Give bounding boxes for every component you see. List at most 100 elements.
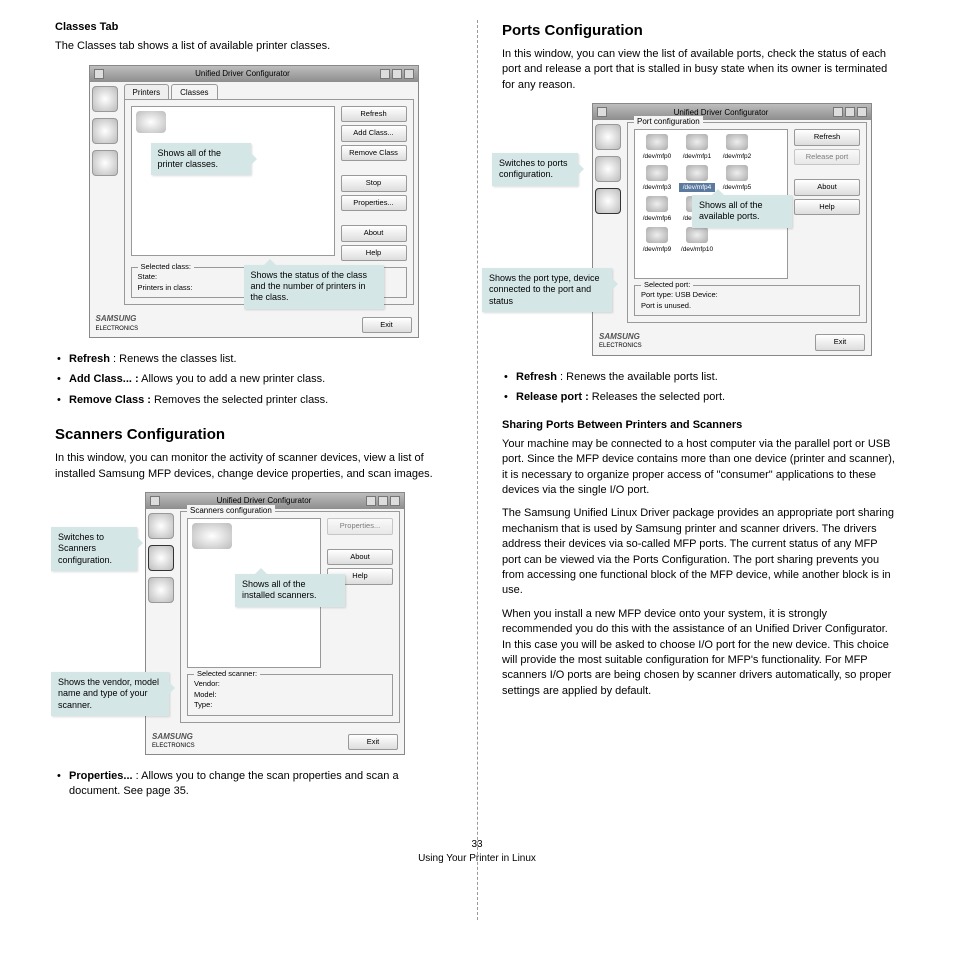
minimize-icon[interactable] — [366, 496, 376, 506]
port-icon — [686, 134, 708, 150]
stop-button[interactable]: Stop — [341, 175, 407, 192]
callout-available-ports: Shows all of the available ports. — [692, 195, 792, 228]
properties-button[interactable]: Properties... — [327, 518, 393, 535]
port-label: /dev/mfp0 — [639, 152, 675, 161]
figure-classes-window: Unified Driver Configurator Printers — [89, 65, 419, 338]
about-button[interactable]: About — [327, 549, 393, 566]
list-item: Properties... : Allows you to change the… — [55, 769, 452, 800]
maximize-icon[interactable] — [392, 69, 402, 79]
window-title: Unified Driver Configurator — [108, 68, 378, 79]
sharing-heading: Sharing Ports Between Printers and Scann… — [502, 418, 899, 433]
port-label: /dev/mfp10 — [679, 245, 715, 254]
release-port-button[interactable]: Release port — [794, 149, 860, 166]
sharing-p1: Your machine may be connected to a host … — [502, 437, 899, 499]
sharing-p3: When you install a new MFP device onto y… — [502, 607, 899, 699]
sidebar — [90, 82, 122, 310]
port-label: /dev/mfp9 — [639, 245, 675, 254]
port-icon — [646, 165, 668, 181]
port-item[interactable]: /dev/mfp2 — [719, 134, 755, 161]
group-title: Scanners configuration — [187, 505, 275, 516]
minimize-icon[interactable] — [380, 69, 390, 79]
samsung-logo: SAMSUNGELECTRONICS — [599, 331, 642, 351]
classes-list[interactable] — [131, 106, 335, 256]
ports-heading: Ports Configuration — [502, 20, 899, 41]
close-icon[interactable] — [857, 107, 867, 117]
port-item[interactable]: /dev/mfp6 — [639, 196, 675, 223]
port-item[interactable]: /dev/mfp3 — [639, 165, 675, 192]
app-icon — [94, 69, 104, 79]
callout-port-details: Shows the port type, device connected to… — [482, 268, 612, 312]
ports-icon[interactable] — [595, 188, 621, 214]
callout-switch-scanners: Switches to Scanners configuration. — [51, 527, 137, 571]
list-item: Remove Class : Removes the selected prin… — [55, 393, 452, 408]
maximize-icon[interactable] — [378, 496, 388, 506]
remove-class-button[interactable]: Remove Class — [341, 145, 407, 162]
sharing-p2: The Samsung Unified Linux Driver package… — [502, 506, 899, 598]
titlebar: Unified Driver Configurator — [146, 493, 404, 509]
exit-button[interactable]: Exit — [348, 734, 398, 751]
list-item: Refresh : Renews the classes list. — [55, 352, 452, 367]
figure-scanners-window: Unified Driver Configurator Scanners con… — [145, 492, 405, 755]
scanners-icon[interactable] — [92, 118, 118, 144]
column-divider — [477, 20, 478, 920]
callout-switch-ports: Switches to ports configuration. — [492, 153, 578, 186]
help-button[interactable]: Help — [794, 199, 860, 216]
port-item[interactable]: /dev/mfp5 — [719, 165, 755, 192]
port-icon — [686, 165, 708, 181]
scanners-heading: Scanners Configuration — [55, 424, 452, 445]
ports-icon[interactable] — [92, 150, 118, 176]
tab-classes[interactable]: Classes — [171, 84, 217, 100]
printers-icon[interactable] — [595, 124, 621, 150]
port-item[interactable]: /dev/mfp4 — [679, 165, 715, 192]
refresh-button[interactable]: Refresh — [794, 129, 860, 146]
close-icon[interactable] — [390, 496, 400, 506]
printers-icon[interactable] — [92, 86, 118, 112]
port-label: /dev/mfp6 — [639, 214, 675, 223]
printers-icon[interactable] — [148, 513, 174, 539]
port-icon — [726, 134, 748, 150]
callout-installed-scanners: Shows all of the installed scanners. — [235, 574, 345, 607]
about-button[interactable]: About — [341, 225, 407, 242]
status-port-type: Port type: USB Device: — [641, 290, 853, 301]
exit-button[interactable]: Exit — [362, 317, 412, 334]
callout-scanner-details: Shows the vendor, model name and type of… — [51, 672, 169, 716]
maximize-icon[interactable] — [845, 107, 855, 117]
port-item[interactable]: /dev/mfp1 — [679, 134, 715, 161]
scanners-icon[interactable] — [148, 545, 174, 571]
port-item[interactable]: /dev/mfp10 — [679, 227, 715, 254]
tab-printers[interactable]: Printers — [124, 84, 170, 100]
scanners-bullets: Properties... : Allows you to change the… — [55, 769, 452, 800]
status-port-state: Port is unused. — [641, 301, 853, 312]
left-column: Classes Tab The Classes tab shows a list… — [30, 20, 477, 808]
classes-bullets: Refresh : Renews the classes list. Add C… — [55, 352, 452, 408]
status-title: Selected class: — [138, 262, 194, 273]
titlebar: Unified Driver Configurator — [90, 66, 418, 82]
status-title: Selected scanner: — [194, 669, 260, 680]
properties-button[interactable]: Properties... — [341, 195, 407, 212]
refresh-button[interactable]: Refresh — [341, 106, 407, 123]
scanner-item-icon — [192, 523, 232, 549]
port-icon — [646, 134, 668, 150]
scanners-intro: In this window, you can monitor the acti… — [55, 451, 452, 482]
scanners-icon[interactable] — [595, 156, 621, 182]
add-class-button[interactable]: Add Class... — [341, 125, 407, 142]
port-item[interactable]: /dev/mfp9 — [639, 227, 675, 254]
close-icon[interactable] — [404, 69, 414, 79]
list-item: Add Class... : Allows you to add a new p… — [55, 372, 452, 387]
exit-button[interactable]: Exit — [815, 334, 865, 351]
group-title: Port configuration — [634, 116, 703, 127]
ports-bullets: Refresh : Renews the available ports lis… — [502, 370, 899, 406]
port-icon — [726, 165, 748, 181]
port-icon — [646, 227, 668, 243]
ports-icon[interactable] — [148, 577, 174, 603]
minimize-icon[interactable] — [833, 107, 843, 117]
about-button[interactable]: About — [794, 179, 860, 196]
class-item-icon — [136, 111, 166, 133]
selected-scanner-box: Selected scanner: Vendor: Model: Type: — [187, 674, 393, 716]
classes-tab-intro: The Classes tab shows a list of availabl… — [55, 39, 452, 54]
help-button[interactable]: Help — [341, 245, 407, 262]
port-label: /dev/mfp4 — [679, 183, 715, 192]
port-label: /dev/mfp1 — [679, 152, 715, 161]
port-item[interactable]: /dev/mfp0 — [639, 134, 675, 161]
list-item: Refresh : Renews the available ports lis… — [502, 370, 899, 385]
